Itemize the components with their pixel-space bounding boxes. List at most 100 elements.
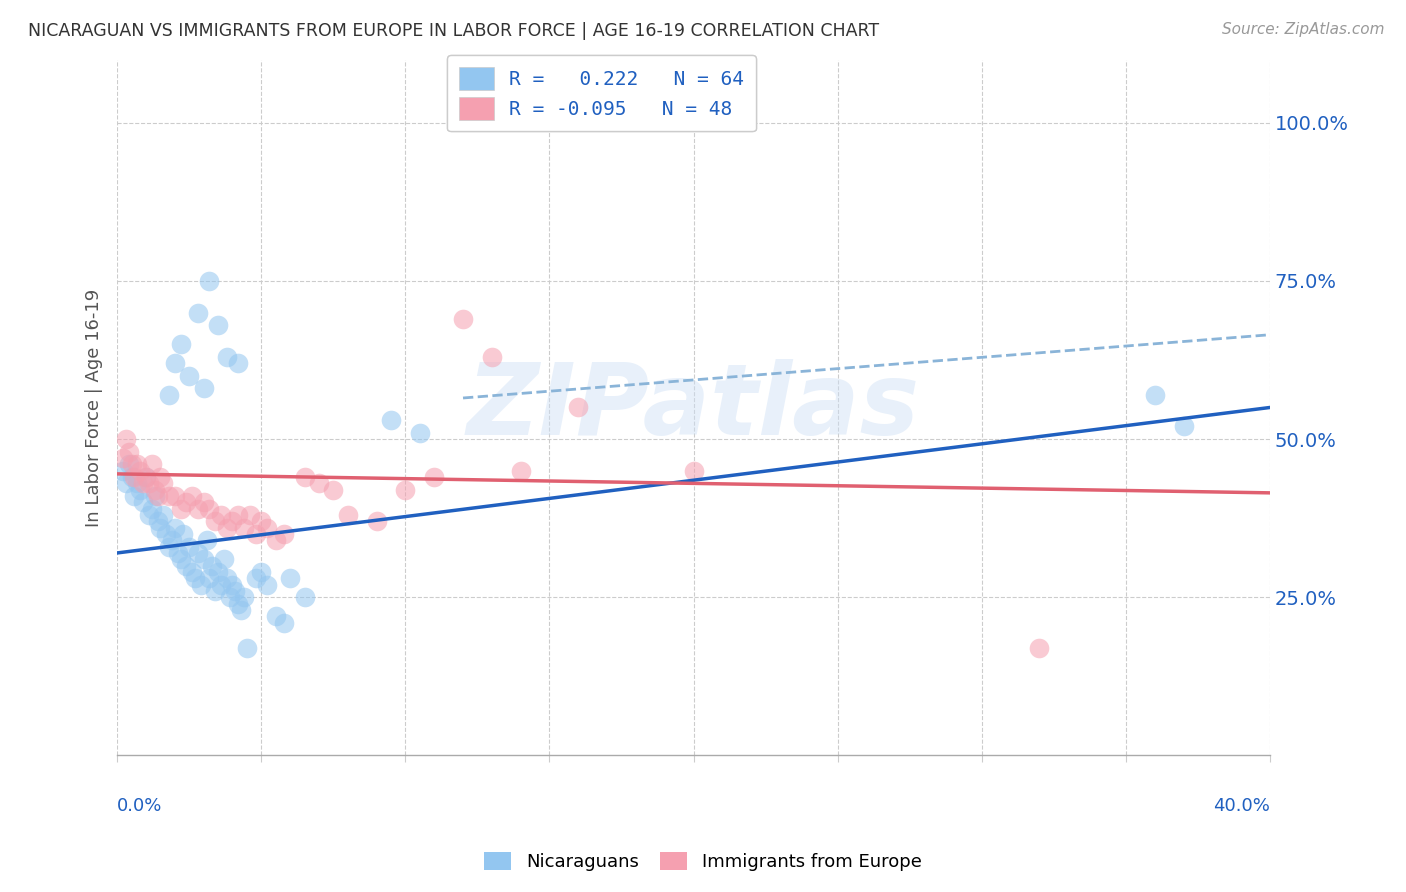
Point bbox=[176, 558, 198, 573]
Point bbox=[567, 401, 589, 415]
Point bbox=[166, 546, 188, 560]
Point bbox=[308, 476, 330, 491]
Point bbox=[127, 458, 149, 472]
Point bbox=[1028, 640, 1050, 655]
Point bbox=[143, 489, 166, 503]
Point bbox=[250, 514, 273, 528]
Point bbox=[152, 476, 174, 491]
Point bbox=[204, 583, 226, 598]
Point bbox=[245, 527, 267, 541]
Point bbox=[181, 565, 204, 579]
Point bbox=[132, 476, 155, 491]
Point bbox=[366, 514, 388, 528]
Point bbox=[233, 521, 256, 535]
Point bbox=[141, 458, 163, 472]
Point bbox=[149, 470, 172, 484]
Point bbox=[176, 495, 198, 509]
Point bbox=[129, 483, 152, 497]
Point bbox=[209, 508, 232, 522]
Point bbox=[195, 533, 218, 548]
Point bbox=[163, 356, 186, 370]
Point bbox=[204, 514, 226, 528]
Point bbox=[135, 470, 157, 484]
Point bbox=[278, 571, 301, 585]
Point bbox=[141, 501, 163, 516]
Point bbox=[1173, 419, 1195, 434]
Point bbox=[224, 583, 246, 598]
Point bbox=[336, 508, 359, 522]
Point bbox=[481, 350, 503, 364]
Point bbox=[229, 603, 252, 617]
Point bbox=[207, 565, 229, 579]
Point bbox=[121, 470, 143, 484]
Text: 0.0%: 0.0% bbox=[117, 797, 163, 815]
Point bbox=[163, 489, 186, 503]
Point bbox=[209, 577, 232, 591]
Point bbox=[138, 508, 160, 522]
Point bbox=[198, 571, 221, 585]
Point bbox=[187, 546, 209, 560]
Point bbox=[179, 368, 201, 383]
Point bbox=[264, 533, 287, 548]
Text: ZIPatlas: ZIPatlas bbox=[467, 359, 920, 456]
Point bbox=[169, 552, 191, 566]
Point bbox=[157, 489, 180, 503]
Point bbox=[215, 350, 238, 364]
Point bbox=[172, 527, 194, 541]
Point bbox=[160, 533, 183, 548]
Point bbox=[179, 540, 201, 554]
Text: 40.0%: 40.0% bbox=[1213, 797, 1270, 815]
Point bbox=[152, 508, 174, 522]
Point bbox=[239, 508, 262, 522]
Point bbox=[193, 382, 215, 396]
Text: NICARAGUAN VS IMMIGRANTS FROM EUROPE IN LABOR FORCE | AGE 16-19 CORRELATION CHAR: NICARAGUAN VS IMMIGRANTS FROM EUROPE IN … bbox=[28, 22, 879, 40]
Point bbox=[682, 464, 704, 478]
Point bbox=[250, 565, 273, 579]
Point bbox=[111, 451, 134, 466]
Point bbox=[201, 558, 224, 573]
Point bbox=[212, 552, 235, 566]
Point bbox=[198, 501, 221, 516]
Point bbox=[294, 470, 316, 484]
Point bbox=[226, 597, 249, 611]
Point bbox=[129, 464, 152, 478]
Point bbox=[380, 413, 402, 427]
Point bbox=[149, 521, 172, 535]
Point bbox=[256, 521, 278, 535]
Point bbox=[121, 458, 143, 472]
Point bbox=[394, 483, 416, 497]
Point bbox=[190, 577, 212, 591]
Point bbox=[215, 521, 238, 535]
Point bbox=[118, 458, 141, 472]
Point bbox=[169, 501, 191, 516]
Point bbox=[218, 591, 240, 605]
Point bbox=[245, 571, 267, 585]
Point bbox=[215, 571, 238, 585]
Legend: R =   0.222   N = 64, R = -0.095   N = 48: R = 0.222 N = 64, R = -0.095 N = 48 bbox=[447, 55, 756, 131]
Point bbox=[198, 274, 221, 288]
Point bbox=[114, 476, 136, 491]
Point bbox=[264, 609, 287, 624]
Point bbox=[124, 489, 146, 503]
Point bbox=[157, 388, 180, 402]
Point bbox=[226, 508, 249, 522]
Point bbox=[193, 495, 215, 509]
Point bbox=[163, 521, 186, 535]
Point bbox=[226, 356, 249, 370]
Point bbox=[124, 470, 146, 484]
Point bbox=[135, 470, 157, 484]
Point bbox=[138, 476, 160, 491]
Point bbox=[1143, 388, 1166, 402]
Point bbox=[184, 571, 207, 585]
Point bbox=[207, 318, 229, 333]
Point bbox=[146, 489, 169, 503]
Point bbox=[256, 577, 278, 591]
Point bbox=[114, 432, 136, 446]
Point bbox=[451, 312, 474, 326]
Point bbox=[111, 464, 134, 478]
Point bbox=[273, 615, 295, 630]
Point bbox=[509, 464, 531, 478]
Point bbox=[118, 444, 141, 458]
Point bbox=[233, 591, 256, 605]
Point bbox=[181, 489, 204, 503]
